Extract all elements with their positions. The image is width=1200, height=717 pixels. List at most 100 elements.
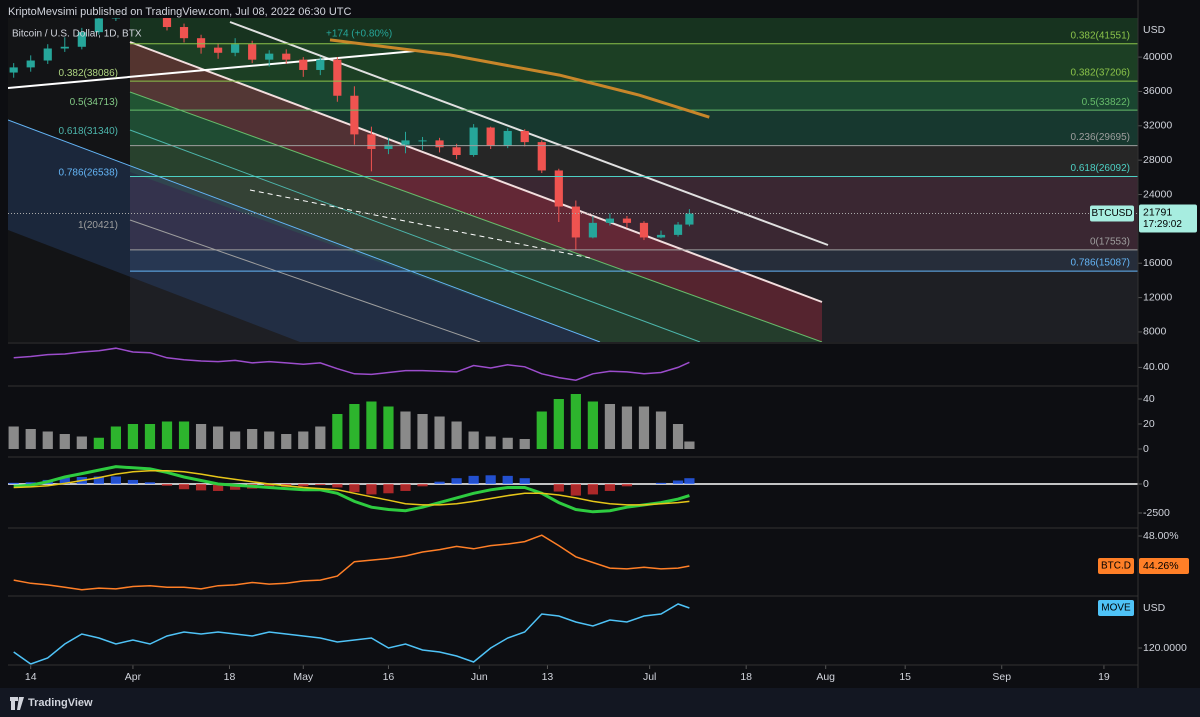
bar	[638, 406, 650, 449]
channel-red	[130, 42, 822, 342]
candle-body	[588, 222, 597, 238]
macd-bar	[383, 483, 394, 494]
bar	[434, 416, 445, 449]
candle-body	[469, 127, 478, 156]
candle-body	[503, 130, 512, 146]
brand: TradingView	[28, 697, 93, 709]
bar	[315, 426, 326, 449]
macd-bar	[298, 483, 309, 487]
macd-bar	[25, 482, 36, 484]
macd-bar	[264, 483, 275, 488]
candles	[9, 18, 694, 250]
macd-bar	[400, 483, 411, 491]
candle-body	[248, 44, 257, 60]
x-tick-label: 13	[542, 671, 554, 683]
candle-body	[316, 59, 325, 70]
channel-line	[129, 91, 823, 342]
macd-bar	[621, 483, 633, 487]
fib-band	[130, 18, 1138, 44]
symbol-tag-box	[1090, 205, 1134, 222]
channel-line	[8, 119, 601, 342]
countdown: 17:29:02	[1143, 219, 1182, 230]
candle-body	[282, 53, 291, 60]
bar	[684, 441, 695, 449]
bar	[332, 414, 343, 449]
price-tag-box	[1139, 204, 1197, 233]
x-tick-label: Jul	[643, 671, 656, 683]
y-tick-label: 40000	[1143, 51, 1172, 63]
bar	[383, 406, 394, 449]
macd-bar	[178, 483, 190, 490]
bar	[230, 431, 241, 449]
candle-body	[452, 147, 461, 156]
x-tick-label: 14	[25, 671, 37, 683]
macd-bar	[587, 483, 598, 495]
bar	[502, 437, 513, 449]
candle-body	[265, 53, 274, 60]
bar	[281, 434, 292, 449]
fib-label: 1(20421)	[78, 220, 118, 231]
bar	[621, 406, 633, 449]
macd-bar	[684, 478, 695, 484]
candle-body	[94, 18, 103, 33]
macd-line	[13, 469, 690, 506]
candle-body	[639, 222, 649, 238]
x-tick-label: Sep	[992, 671, 1011, 683]
channel-line	[129, 41, 823, 303]
y-tick-label: 24000	[1143, 188, 1172, 200]
macd-bar	[332, 483, 343, 488]
y-tick-label: 20	[1143, 418, 1155, 430]
line	[13, 347, 690, 381]
footer	[0, 688, 1200, 717]
candle-body	[673, 224, 683, 235]
tag-box	[1098, 557, 1134, 574]
line	[13, 534, 690, 591]
price-tag: 21791	[1143, 206, 1172, 218]
fib-label: 0.236(29695)	[1071, 132, 1131, 143]
bar	[553, 399, 564, 449]
candle-body	[622, 218, 632, 223]
change: +174 (+0.80%)	[326, 29, 392, 40]
bar	[127, 424, 139, 449]
x-tick-label: Apr	[125, 671, 142, 683]
macd-bar	[59, 477, 70, 484]
moving-average	[329, 38, 710, 119]
macd-bar	[230, 483, 241, 490]
macd-bar	[485, 475, 496, 484]
macd-bar	[127, 479, 139, 484]
bar	[604, 404, 616, 449]
x-tick-label: 18	[224, 671, 236, 683]
candle-body	[537, 142, 546, 171]
macd-bar	[212, 483, 224, 491]
candle-body	[26, 60, 35, 68]
line	[13, 603, 690, 665]
fib-label: 0.382(41551)	[1071, 30, 1131, 41]
candle-body	[418, 140, 427, 142]
x-tick-label: 16	[383, 671, 395, 683]
candle-body	[179, 27, 189, 39]
trend-line	[8, 50, 416, 89]
unit: USD	[1143, 602, 1166, 614]
candle-body	[111, 18, 120, 19]
bar	[195, 424, 207, 449]
y-tick-label: 36000	[1143, 85, 1172, 97]
value-tag-box	[1139, 557, 1189, 574]
bar	[417, 414, 428, 449]
bar	[247, 429, 258, 449]
y-tick-label: 28000	[1143, 154, 1172, 166]
plot: 8000 12000 16000 24000 28000 32000 36000 40000 U…	[8, 18, 1197, 683]
bar	[161, 421, 173, 449]
macd-bar	[8, 482, 19, 484]
macd-bar	[195, 483, 207, 491]
bar	[672, 424, 684, 449]
macd-bar	[570, 483, 581, 496]
candle-body	[43, 48, 52, 61]
candle-body	[605, 218, 614, 223]
y-tick-label: 32000	[1143, 120, 1172, 132]
x-tick-label: 19	[1098, 671, 1110, 683]
fib-label: 0.618(31340)	[59, 126, 119, 137]
drawings	[8, 18, 829, 342]
value-tag: 44.26%	[1143, 560, 1179, 572]
tag: MOVE	[1101, 603, 1131, 614]
